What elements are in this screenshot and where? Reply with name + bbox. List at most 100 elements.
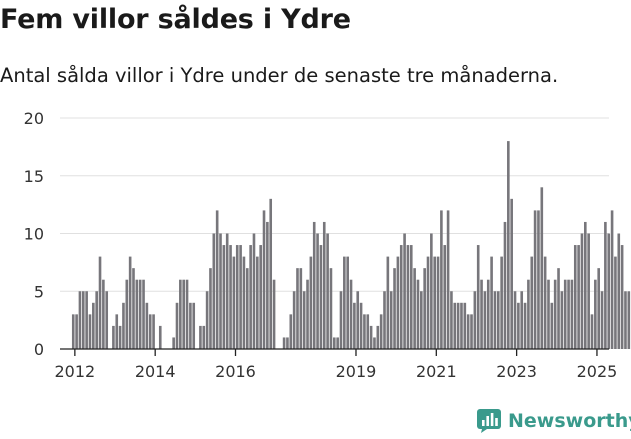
bar [286,337,289,349]
bar [239,245,242,349]
bar [399,245,403,349]
bar [563,279,567,349]
bar [299,268,303,349]
bar [102,279,105,349]
bar [577,245,580,349]
bar [403,233,406,349]
brand-name: Newsworthy [508,410,631,432]
bar [436,256,440,349]
bar [212,233,216,349]
bar [346,256,349,349]
y-tick-label: 20 [24,109,44,128]
x-tick-label: 2016 [215,362,256,381]
bar [600,291,604,349]
x-tick-label: 2019 [336,362,377,381]
y-tick-label: 10 [24,225,44,244]
bar [259,245,262,349]
bar [115,314,119,349]
bar [88,314,92,349]
bar [460,302,463,349]
bar [252,233,256,349]
bar [98,256,102,349]
bar [594,279,597,349]
bar [182,279,186,349]
bar [517,302,520,349]
bar [339,291,343,349]
bar [349,279,353,349]
bar [416,279,420,349]
bar [142,279,145,349]
bar [289,314,293,349]
bar [443,245,447,349]
x-tick-label: 2025 [577,362,618,381]
bar [92,302,95,349]
bar [530,256,534,349]
bar [232,256,236,349]
bar [423,268,426,349]
bar [617,233,621,349]
bar [583,221,587,349]
bar [379,314,383,349]
bar-chart: 0510152020122014201620192021202320255 [24,109,631,381]
bar [326,233,329,349]
bar [553,279,557,349]
bar [373,337,376,349]
bar [152,314,155,349]
bar [199,325,202,349]
bar [105,291,109,349]
bar [604,221,607,349]
bar [175,302,179,349]
bar [426,256,430,349]
bar [215,210,219,349]
bar [266,221,269,349]
bar [225,233,229,349]
bar [543,256,547,349]
bar [483,291,487,349]
bar [205,291,209,349]
bar [316,233,319,349]
bar [573,245,577,349]
bar [527,279,530,349]
bar [256,256,259,349]
bar [95,291,98,349]
bar [158,325,162,349]
bar [132,268,135,349]
bar [202,325,206,349]
bar [359,302,363,349]
bar [480,279,483,349]
bar [145,302,149,349]
bar [490,256,493,349]
bar [112,325,115,349]
bar [262,210,266,349]
bar [118,325,122,349]
bar [450,291,453,349]
y-tick-label: 0 [34,340,44,359]
bar [587,233,590,349]
bar [282,337,286,349]
y-tick-label: 5 [34,282,44,301]
bar [369,325,373,349]
bar [356,291,360,349]
bar [235,245,239,349]
bar [189,302,192,349]
page-subtitle: Antal sålda villor i Ydre under de senas… [0,64,559,87]
bar [332,337,336,349]
bar [540,187,544,349]
bar [430,233,433,349]
bar [269,198,273,349]
bar [567,279,570,349]
bar [440,210,443,349]
bar [520,291,524,349]
bar [570,279,574,349]
bar [296,268,299,349]
bar [537,210,540,349]
bar [309,256,313,349]
bar [620,245,624,349]
bar [420,291,423,349]
x-tick-label: 2023 [496,362,537,381]
bar [393,268,396,349]
bar [627,291,631,349]
bar [396,256,400,349]
bar [389,291,393,349]
bar [446,210,450,349]
